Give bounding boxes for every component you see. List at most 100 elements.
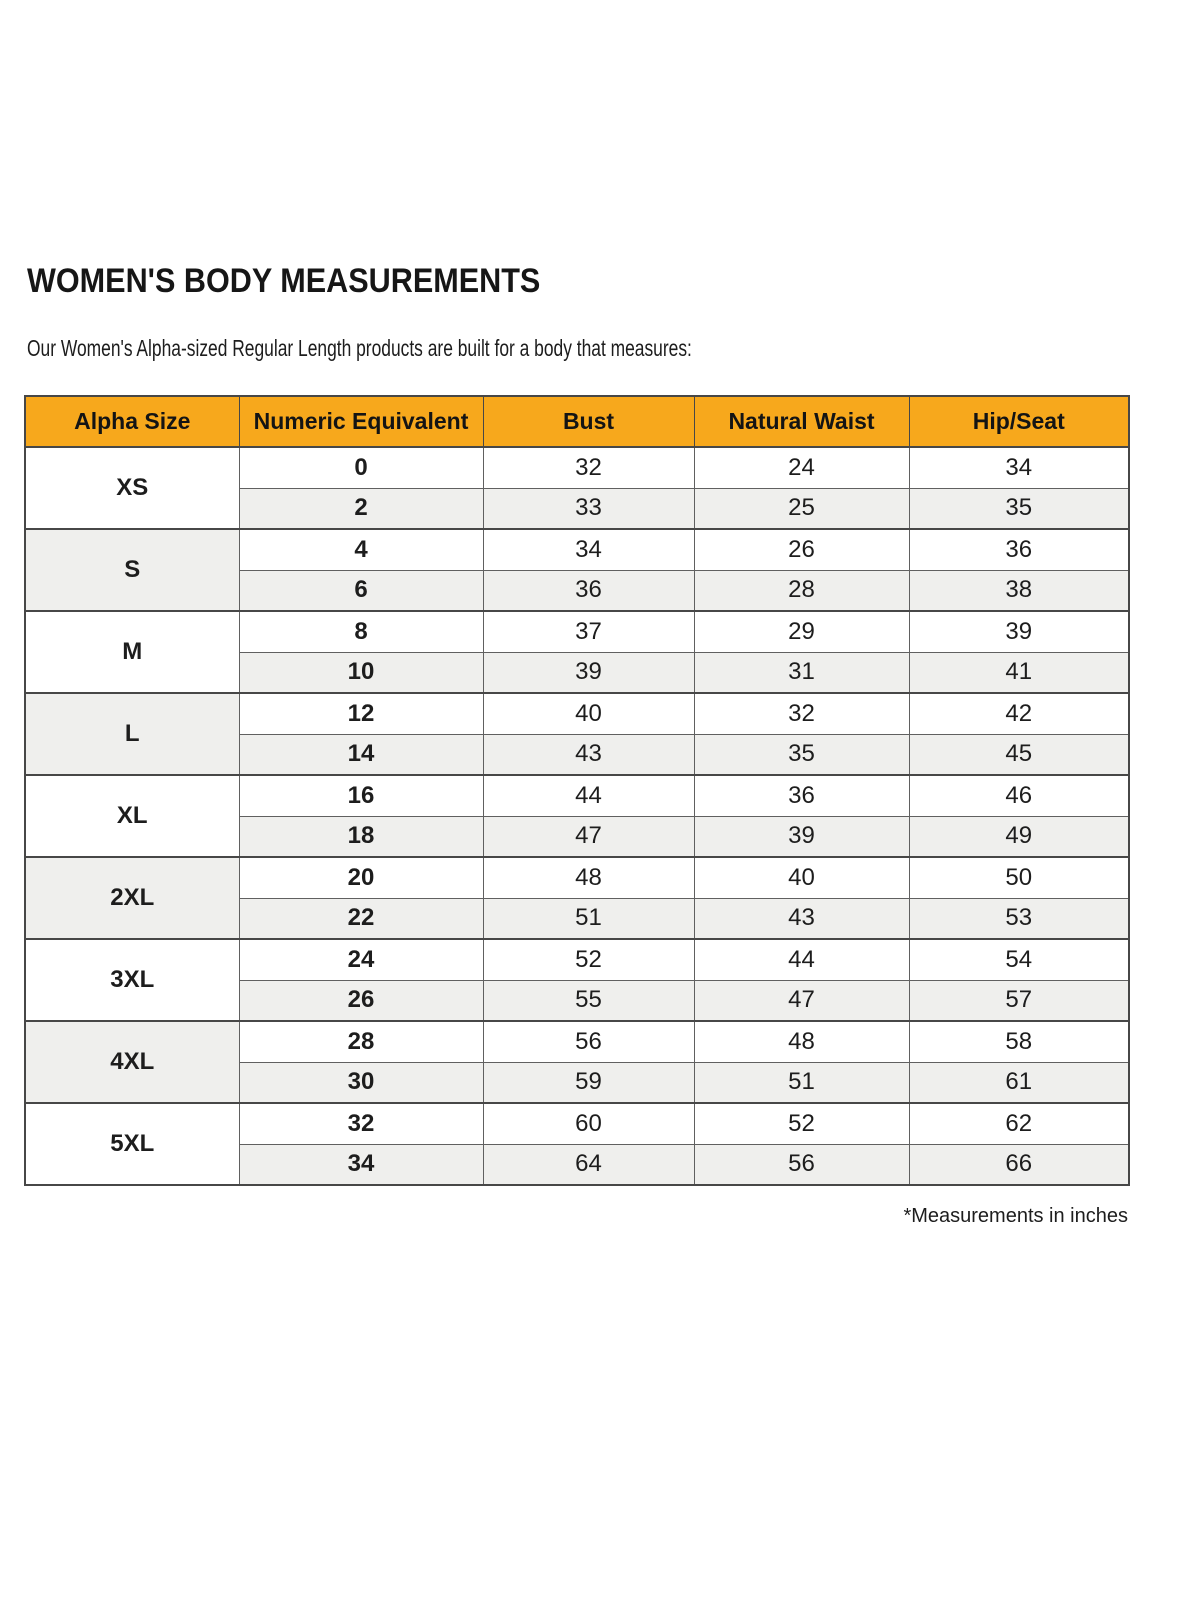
table-row: 2 33 25 35 — [25, 487, 1130, 530]
bust-cell: 48 — [482, 856, 695, 899]
table-row: 22 51 43 53 — [25, 897, 1130, 940]
waist-cell: 39 — [693, 815, 910, 858]
bust-cell: 36 — [482, 569, 695, 612]
numeric-cell: 26 — [238, 979, 484, 1022]
size-guide-content: WOMEN'S BODY MEASUREMENTS Our Women's Al… — [24, 262, 1130, 1227]
alpha-size-cell: 3XL — [24, 938, 240, 1022]
bust-cell: 39 — [482, 651, 695, 694]
column-header-alpha-size: Alpha Size — [24, 395, 240, 448]
waist-cell: 43 — [693, 897, 910, 940]
waist-cell: 51 — [693, 1061, 910, 1104]
alpha-size-cell: 2XL — [24, 856, 240, 940]
hip-cell: 46 — [908, 774, 1130, 817]
bust-cell: 51 — [482, 897, 695, 940]
intro-text-line: Our Women's Alpha-sized Regular Length p… — [27, 335, 692, 361]
table-row: 10 39 31 41 — [25, 651, 1130, 694]
table-row: 4XL 28 56 48 58 — [24, 1020, 1130, 1104]
bust-cell: 47 — [482, 815, 695, 858]
table-row: 14 43 35 45 — [25, 733, 1130, 776]
table-row: 3XL 24 52 44 54 — [24, 938, 1130, 1022]
table-row: XS 0 32 24 34 — [24, 446, 1130, 530]
table-row: XL 16 44 36 46 — [24, 774, 1130, 858]
waist-cell: 28 — [693, 569, 910, 612]
waist-cell: 31 — [693, 651, 910, 694]
column-header-natural-waist: Natural Waist — [693, 395, 910, 448]
bust-cell: 33 — [482, 487, 695, 530]
waist-cell: 24 — [693, 446, 910, 489]
hip-cell: 41 — [908, 651, 1130, 694]
hip-cell: 50 — [908, 856, 1130, 899]
bust-cell: 43 — [482, 733, 695, 776]
table-row: 30 59 51 61 — [25, 1061, 1130, 1104]
waist-cell: 35 — [693, 733, 910, 776]
numeric-cell: 2 — [238, 487, 484, 530]
bust-cell: 40 — [482, 692, 695, 735]
hip-cell: 62 — [908, 1102, 1130, 1145]
table-row: 5XL 32 60 52 62 — [24, 1102, 1130, 1186]
table-row: 2XL 20 48 40 50 — [24, 856, 1130, 940]
table-row: 34 64 56 66 — [25, 1143, 1130, 1186]
waist-cell: 48 — [693, 1020, 910, 1063]
bust-cell: 32 — [482, 446, 695, 489]
bust-cell: 60 — [482, 1102, 695, 1145]
table-row: S 4 34 26 36 — [24, 528, 1130, 612]
numeric-cell: 20 — [238, 856, 484, 899]
bust-cell: 34 — [482, 528, 695, 571]
alpha-size-cell: S — [24, 528, 240, 612]
waist-cell: 56 — [693, 1143, 910, 1186]
waist-cell: 26 — [693, 528, 910, 571]
bust-cell: 52 — [482, 938, 695, 981]
hip-cell: 54 — [908, 938, 1130, 981]
column-header-hip-seat: Hip/Seat — [908, 395, 1130, 448]
numeric-cell: 28 — [238, 1020, 484, 1063]
alpha-size-cell: L — [24, 692, 240, 776]
table-row: 26 55 47 57 — [25, 979, 1130, 1022]
numeric-cell: 12 — [238, 692, 484, 735]
hip-cell: 49 — [908, 815, 1130, 858]
waist-cell: 52 — [693, 1102, 910, 1145]
column-header-numeric-equivalent: Numeric Equivalent — [238, 395, 484, 448]
alpha-size-cell: 4XL — [24, 1020, 240, 1104]
hip-cell: 39 — [908, 610, 1130, 653]
measurements-footnote: *Measurements in inches — [903, 1205, 1128, 1227]
numeric-cell: 18 — [238, 815, 484, 858]
bust-cell: 44 — [482, 774, 695, 817]
hip-cell: 61 — [908, 1061, 1130, 1104]
alpha-size-cell: 5XL — [24, 1102, 240, 1186]
numeric-cell: 16 — [238, 774, 484, 817]
body-measurements-table: Alpha Size Numeric Equivalent Bust Natur… — [24, 395, 1130, 1186]
bust-cell: 64 — [482, 1143, 695, 1186]
waist-cell: 47 — [693, 979, 910, 1022]
bust-cell: 56 — [482, 1020, 695, 1063]
hip-cell: 38 — [908, 569, 1130, 612]
waist-cell: 25 — [693, 487, 910, 530]
numeric-cell: 32 — [238, 1102, 484, 1145]
alpha-size-cell: M — [24, 610, 240, 694]
table-row: M 8 37 29 39 — [24, 610, 1130, 694]
bust-cell: 37 — [482, 610, 695, 653]
waist-cell: 44 — [693, 938, 910, 981]
numeric-cell: 4 — [238, 528, 484, 571]
numeric-cell: 14 — [238, 733, 484, 776]
hip-cell: 35 — [908, 487, 1130, 530]
numeric-cell: 6 — [238, 569, 484, 612]
numeric-cell: 10 — [238, 651, 484, 694]
table-row: 6 36 28 38 — [25, 569, 1130, 612]
table-row: L 12 40 32 42 — [24, 692, 1130, 776]
hip-cell: 57 — [908, 979, 1130, 1022]
table-header-row: Alpha Size Numeric Equivalent Bust Natur… — [24, 395, 1130, 448]
hip-cell: 58 — [908, 1020, 1130, 1063]
waist-cell: 36 — [693, 774, 910, 817]
bust-cell: 59 — [482, 1061, 695, 1104]
hip-cell: 36 — [908, 528, 1130, 571]
alpha-size-cell: XS — [24, 446, 240, 530]
column-header-bust: Bust — [482, 395, 695, 448]
numeric-cell: 22 — [238, 897, 484, 940]
hip-cell: 45 — [908, 733, 1130, 776]
numeric-cell: 8 — [238, 610, 484, 653]
page-title: WOMEN'S BODY MEASUREMENTS — [27, 262, 541, 300]
hip-cell: 66 — [908, 1143, 1130, 1186]
hip-cell: 53 — [908, 897, 1130, 940]
numeric-cell: 34 — [238, 1143, 484, 1186]
numeric-cell: 0 — [238, 446, 484, 489]
